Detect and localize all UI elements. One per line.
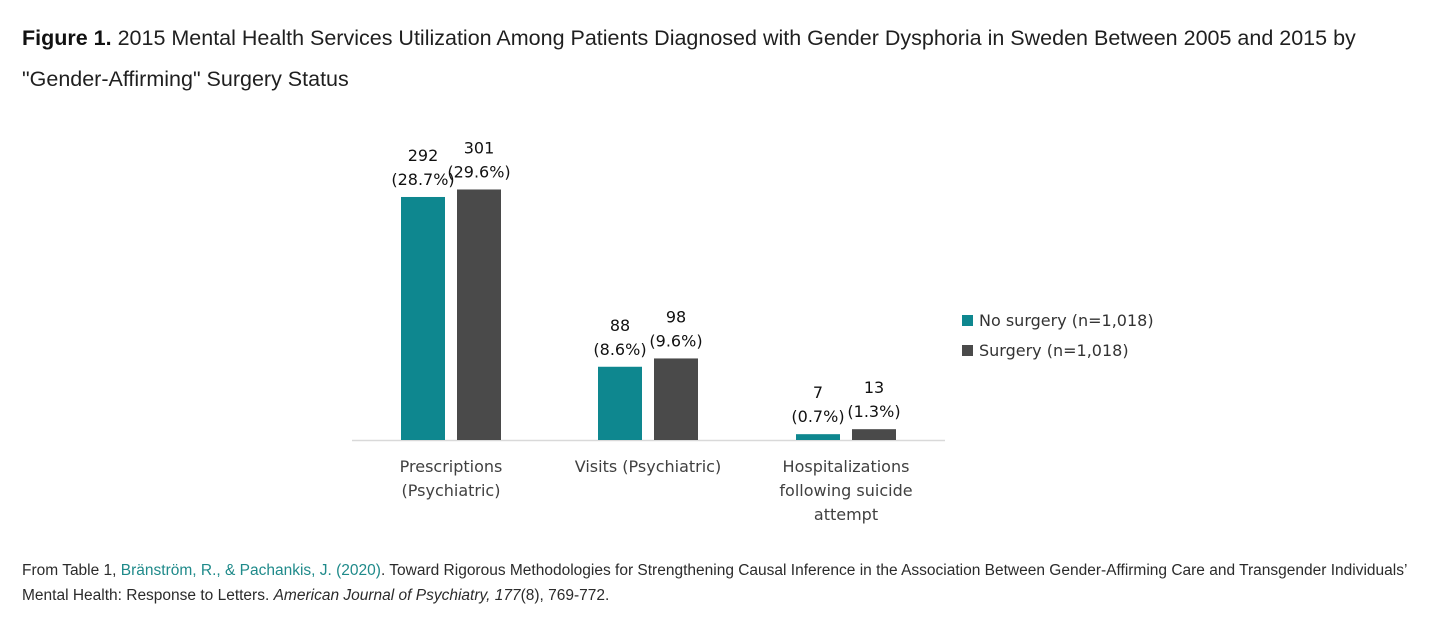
bar-no-surgery-0 [401, 196, 445, 440]
bar-no-surgery-1 [598, 366, 642, 440]
source-link[interactable]: Bränström, R., & Pachankis, J. (2020) [120, 562, 381, 579]
figure-title-lead: Figure 1. [22, 26, 112, 50]
category-label-0-0: Prescriptions [400, 457, 503, 476]
source-journal: American Journal of Psychiatry, 177 [273, 587, 521, 604]
legend-label-no-surgery: No surgery (n=1,018) [979, 310, 1154, 330]
category-label-0-1: (Psychiatric) [402, 481, 501, 500]
legend-label-surgery: Surgery (n=1,018) [979, 340, 1129, 360]
source-suffix: (8), 769-772. [520, 587, 610, 604]
source-middle: . Toward Rigorous Methodologies for Stre… [22, 562, 1407, 604]
category-label-2-0: Hospitalizations [783, 457, 910, 476]
bar-surgery-2 [852, 429, 896, 440]
data-label-no-surgery-1-1: (8.6%) [593, 340, 646, 359]
data-label-no-surgery-2-0: 7 [813, 383, 823, 402]
data-label-surgery-1-0: 98 [666, 307, 686, 326]
category-label-2-1: following suicide [779, 481, 912, 500]
legend-swatch-no-surgery [962, 314, 973, 326]
source-prefix: From Table 1, [22, 562, 121, 579]
data-label-surgery-2-0: 13 [864, 378, 884, 397]
data-label-surgery-0-0: 301 [464, 138, 495, 157]
legend-item-surgery: Surgery (n=1,018) [962, 335, 1154, 365]
figure-title-text: 2015 Mental Health Services Utilization … [22, 26, 1356, 91]
data-label-surgery-0-1: (29.6%) [447, 162, 510, 181]
legend-swatch-surgery [962, 344, 973, 356]
source-citation: From Table 1, Bränström, R., & Pachankis… [22, 558, 1442, 608]
bar-surgery-0 [457, 189, 501, 440]
data-label-no-surgery-0-0: 292 [408, 146, 439, 165]
bar-surgery-1 [654, 358, 698, 440]
data-label-no-surgery-0-1: (28.7%) [391, 170, 454, 189]
legend-item-no-surgery: No surgery (n=1,018) [962, 305, 1154, 335]
category-label-1-0: Visits (Psychiatric) [575, 457, 721, 476]
data-label-no-surgery-2-1: (0.7%) [791, 407, 844, 426]
data-label-surgery-1-1: (9.6%) [649, 331, 702, 350]
category-label-2-2: attempt [814, 505, 878, 524]
chart-legend: No surgery (n=1,018) Surgery (n=1,018) [962, 305, 1154, 365]
data-label-surgery-2-1: (1.3%) [847, 402, 900, 421]
bar-no-surgery-2 [796, 434, 840, 440]
figure-title: Figure 1. 2015 Mental Health Services Ut… [22, 18, 1442, 100]
data-label-no-surgery-1-0: 88 [610, 316, 630, 335]
